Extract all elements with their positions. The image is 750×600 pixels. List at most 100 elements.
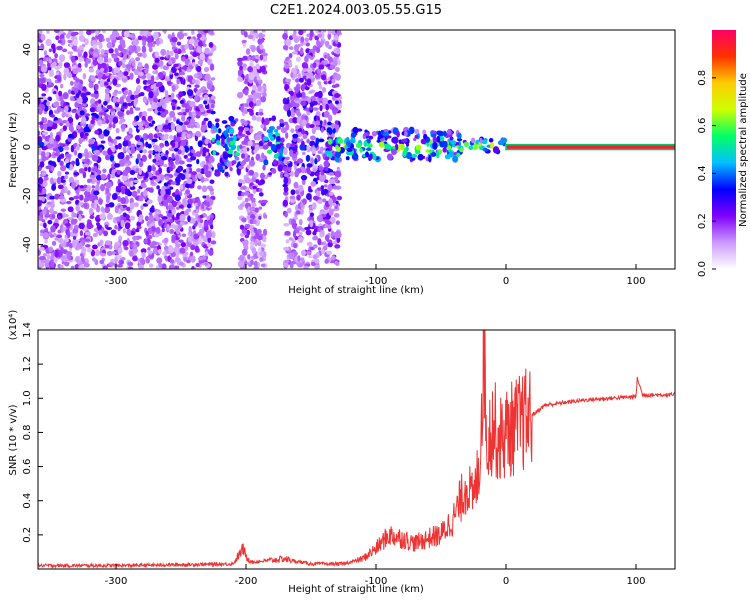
y-tick-label: 0.2 [22, 527, 33, 543]
spectrogram-cell [75, 204, 80, 212]
spectrogram-cell [78, 97, 83, 104]
spectrogram-cell [188, 43, 193, 51]
spectrogram-cell [65, 120, 70, 128]
spectrogram-cell [170, 122, 176, 131]
spectrogram-cell [136, 85, 142, 90]
spectrogram-cell [49, 195, 56, 200]
snr-x-label: Height of straight line (km) [288, 584, 424, 595]
spectrogram-cell [104, 81, 109, 86]
spectrogram-cell [147, 250, 153, 255]
spectrogram-cell [136, 225, 142, 230]
spectrogram-cell [77, 62, 82, 69]
spectrogram-cell [78, 213, 82, 222]
spectrogram-cell [70, 32, 77, 37]
spectrogram-cell [168, 246, 175, 254]
spectrogram-cell [73, 172, 80, 176]
spectrogram-cell [57, 237, 64, 244]
spectrogram-cell [43, 50, 48, 56]
spectrogram-cell [183, 256, 188, 262]
spectrogram-cell [136, 188, 141, 194]
spectrogram-cell [183, 32, 188, 37]
spectrogram-cell [153, 31, 159, 40]
spectrogram-cell [191, 171, 197, 176]
spectrogram-cell [291, 111, 296, 117]
spectrogram-cell [210, 103, 215, 109]
spectrogram-cell [179, 99, 185, 105]
spectrogram-cell [155, 265, 160, 269]
spectrogram-cell [305, 154, 311, 162]
spectrogram-cell [303, 265, 309, 269]
spectrogram-cell [237, 60, 243, 67]
spectrogram-cell [117, 143, 122, 150]
spectrogram-cell [181, 233, 187, 237]
x-tick-label: 0 [503, 576, 509, 587]
spectrogram-cell [111, 160, 116, 164]
spectrogram-cell [117, 210, 122, 215]
spectrogram-cell [105, 187, 110, 195]
spectrogram-cell [314, 142, 318, 148]
spectrogram-cell [49, 132, 54, 139]
spectrogram-cell [203, 100, 208, 105]
spectrogram-cell [284, 259, 290, 264]
spectrogram-cell [432, 142, 438, 150]
spectrogram-cell [168, 147, 175, 152]
spectrogram-cell [143, 239, 148, 244]
spectrogram-cell [71, 211, 75, 218]
spectrogram-cell [457, 132, 462, 140]
spectrogram-cell [328, 144, 333, 152]
spectrogram-cell [391, 149, 397, 156]
spectrogram-cell [269, 136, 275, 142]
spectrogram-cell [104, 240, 112, 246]
spectrogram-cell [118, 151, 125, 160]
spectrogram-cell [64, 159, 69, 164]
spectrogram-cell [394, 143, 399, 151]
spectrogram-cell [73, 86, 79, 94]
spectrogram-cell [72, 235, 77, 241]
spectrogram-cell [130, 215, 135, 221]
spectrogram-cell [288, 35, 294, 41]
spectrogram-cell [119, 39, 126, 46]
spectrogram-cell [72, 227, 79, 234]
spectrogram-cell [39, 59, 43, 66]
spectrogram-cell [94, 83, 99, 90]
spectrogram-cell [203, 220, 209, 227]
spectrogram-cell [257, 48, 264, 55]
spectrogram-cell [226, 136, 231, 144]
spectrogram-cell [135, 77, 141, 85]
spectrogram-cell [260, 96, 267, 103]
spectrogram-cell [114, 89, 119, 94]
spectrogram-cell [41, 196, 46, 202]
spectrogram-cell [82, 72, 87, 80]
spectrogram-cell [108, 202, 115, 208]
spectrogram-cell [315, 120, 321, 126]
spectrogram-cell [304, 226, 311, 231]
spectrogram-cell [320, 74, 327, 81]
spectrogram-cell [99, 79, 105, 88]
spectrogram-cell [106, 78, 111, 83]
spectrogram-cell [271, 115, 277, 122]
spectrogram-cell [188, 167, 193, 174]
spectrogram-cell [60, 108, 65, 113]
spectrogram-cell [121, 48, 128, 53]
spectrogram-cell [38, 199, 42, 207]
spectrogram-cell [226, 161, 233, 168]
spectrogram-cell [199, 214, 204, 219]
spectrogram-cell [145, 230, 149, 237]
spectrogram-cell [79, 194, 84, 201]
spectrogram-cell [98, 36, 103, 43]
spectrogram-cell [247, 66, 254, 73]
spectrogram-cell [249, 207, 256, 211]
spectrogram-cell [159, 56, 165, 61]
spectrogram-cell [57, 229, 62, 234]
spectrogram-cell [196, 168, 202, 173]
spectrogram-cell [212, 150, 217, 156]
spectrogram-cell [258, 188, 263, 193]
spectrogram-cell [63, 67, 70, 76]
spectrogram-cell [133, 179, 139, 183]
spectrogram-cell [120, 259, 124, 265]
spectrogram-cell [72, 38, 78, 46]
spectrogram-cell [275, 135, 281, 142]
spectrogram-cell [117, 72, 124, 78]
spectrogram-cell [175, 176, 181, 184]
spectrogram-cell [169, 159, 174, 166]
